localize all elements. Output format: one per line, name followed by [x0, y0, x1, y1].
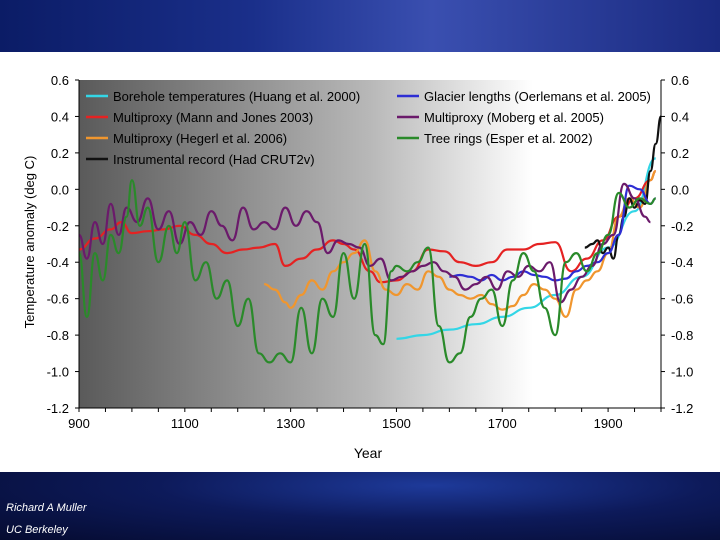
legend-label: Multiproxy (Moberg et al. 2005): [424, 110, 604, 125]
x-tick-label: 900: [68, 416, 90, 431]
y-tick-label-left: -1.0: [47, 365, 69, 380]
series-line-7: [77, 179, 656, 364]
organization-credit: UC Berkeley: [6, 524, 68, 536]
y-tick-label-right: -0.8: [671, 328, 693, 343]
y-tick-label-right: -0.4: [671, 255, 693, 270]
legend-label: Glacier lengths (Oerlemans et al. 2005): [424, 89, 651, 104]
y-tick-label-right: -1.2: [671, 401, 693, 416]
slide-header-band: [0, 0, 720, 52]
y-tick-label-left: -0.2: [47, 219, 69, 234]
y-tick-label-left: -0.6: [47, 292, 69, 307]
x-tick-label: 1900: [594, 416, 623, 431]
x-tick-label: 1700: [488, 416, 517, 431]
y-tick-label-left: 0.0: [51, 182, 69, 197]
y-tick-label-right: 0.2: [671, 146, 689, 161]
y-tick-label-left: 0.6: [51, 73, 69, 88]
y-tick-label-right: -0.6: [671, 292, 693, 307]
y-tick-label-right: -1.0: [671, 365, 693, 380]
y-tick-label-left: -0.8: [47, 328, 69, 343]
y-tick-label-left: 0.2: [51, 146, 69, 161]
slide-footer-band: [0, 472, 720, 540]
y-tick-label-left: -1.2: [47, 401, 69, 416]
y-axis-label: Temperature anomaly (deg C): [22, 156, 37, 329]
x-tick-label: 1500: [382, 416, 411, 431]
legend-label: Borehole temperatures (Huang et al. 2000…: [113, 89, 360, 104]
author-credit: Richard A Muller: [6, 502, 87, 514]
y-tick-label-left: -0.4: [47, 255, 69, 270]
series-line-6: [77, 182, 651, 304]
y-tick-label-right: -0.2: [671, 219, 693, 234]
legend-label: Instrumental record (Had CRUT2v): [113, 152, 315, 167]
x-axis-label: Year: [354, 445, 383, 461]
y-tick-label-right: 0.6: [671, 73, 689, 88]
series-line-3: [264, 170, 657, 318]
legend-label: Tree rings (Esper et al. 2002): [424, 131, 593, 146]
x-tick-label: 1100: [171, 416, 199, 431]
y-tick-label-right: 0.0: [671, 182, 689, 197]
legend-label: Multiproxy (Mann and Jones 2003): [113, 110, 313, 125]
legend-label: Multiproxy (Hegerl et al. 2006): [113, 131, 287, 146]
plot-area: [79, 80, 661, 408]
temperature-reconstruction-chart: 0.6 0.6 0.4 0.4 0.2 0.2 0.0 0.0 -0.2 -0.2 -0.4 -0.4…: [22, 73, 693, 461]
y-tick-label-left: 0.4: [51, 109, 69, 124]
x-tick-label: 1300: [276, 416, 305, 431]
y-tick-label-right: 0.4: [671, 109, 689, 124]
